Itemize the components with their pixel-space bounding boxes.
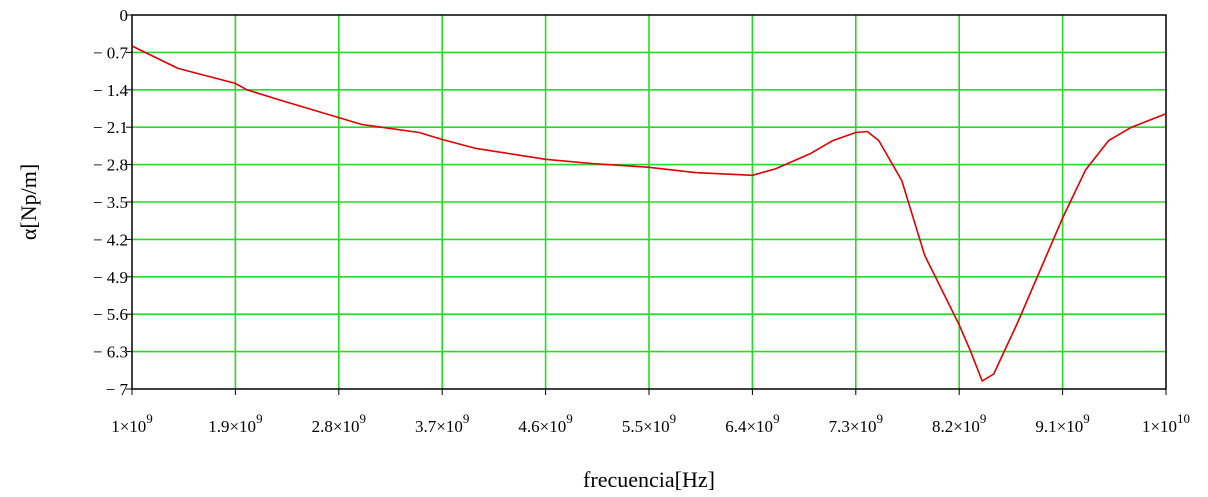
y-tick-label: − 3.5 xyxy=(93,193,128,212)
x-tick-label: 7.3×109 xyxy=(829,411,883,436)
y-tick-label: − 1.4 xyxy=(93,81,129,100)
y-tick-label: − 2.1 xyxy=(93,118,128,137)
x-tick-label: 5.5×109 xyxy=(622,411,676,436)
y-axis-ticks: 0 − 0.7 − 1.4 − 2.1 − 2.8 − 3.5 − 4.2 − 4.9 − 5.… xyxy=(93,6,132,399)
x-tick-label: 1×1010 xyxy=(1142,411,1190,436)
x-axis-ticks: 1×109 1.9×109 2.8×109 3.7×109 4.6×109 5.5×109… xyxy=(111,389,1190,436)
y-axis-label: α[Np/m] xyxy=(16,164,41,240)
y-tick-label: − 6.3 xyxy=(93,343,128,362)
x-tick-label: 1×109 xyxy=(111,411,153,436)
y-tick-label: − 5.6 xyxy=(93,305,128,324)
grid-lines xyxy=(132,15,1166,389)
x-tick-label: 9.1×109 xyxy=(1035,411,1089,436)
x-tick-label: 3.7×109 xyxy=(415,411,469,436)
y-tick-label: 0 xyxy=(120,6,129,25)
x-tick-label: 2.8×109 xyxy=(312,411,366,436)
y-tick-label: − 4.9 xyxy=(93,268,128,287)
x-tick-label: 6.4×109 xyxy=(725,411,779,436)
y-tick-label: − 2.8 xyxy=(93,156,128,175)
y-tick-label: − 7 xyxy=(106,380,129,399)
series-layer xyxy=(131,45,1167,382)
series-line xyxy=(131,45,1167,382)
x-tick-label: 4.6×109 xyxy=(518,411,572,436)
y-tick-label: − 4.2 xyxy=(93,230,128,249)
y-tick-label: − 0.7 xyxy=(93,43,129,62)
x-tick-label: 8.2×109 xyxy=(932,411,986,436)
x-axis-label: frecuencia[Hz] xyxy=(583,467,715,492)
x-tick-label: 1.9×109 xyxy=(208,411,262,436)
